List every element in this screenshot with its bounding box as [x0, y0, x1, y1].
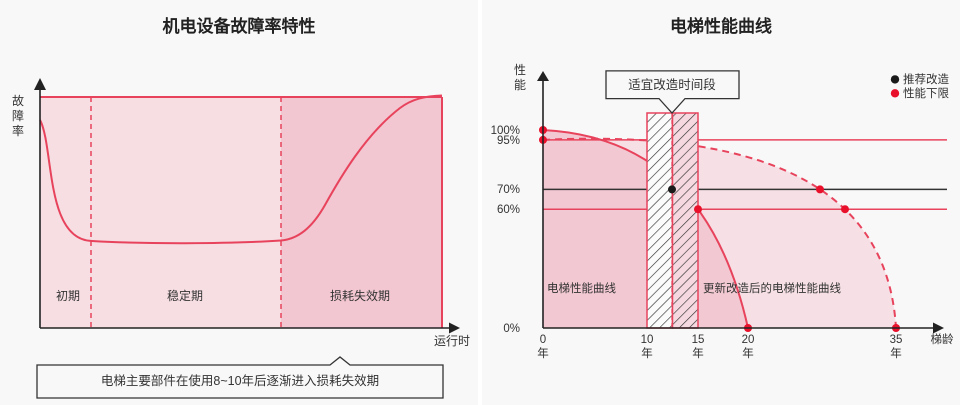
svg-text:0%: 0% — [503, 323, 520, 335]
svg-text:率: 率 — [12, 123, 24, 138]
svg-text:电梯性能曲线: 电梯性能曲线 — [547, 281, 616, 295]
svg-text:年: 年 — [692, 346, 704, 360]
svg-text:70%: 70% — [497, 184, 520, 196]
svg-text:0: 0 — [540, 334, 546, 346]
svg-text:20: 20 — [742, 334, 755, 346]
svg-text:故: 故 — [12, 93, 24, 108]
svg-text:年: 年 — [742, 346, 754, 360]
svg-text:梯龄: 梯龄 — [931, 332, 954, 346]
svg-text:性: 性 — [514, 63, 526, 77]
svg-text:障: 障 — [12, 108, 24, 123]
svg-text:10: 10 — [641, 334, 654, 346]
svg-text:60%: 60% — [497, 204, 520, 216]
svg-text:15: 15 — [692, 334, 705, 346]
svg-text:损耗失效期: 损耗失效期 — [330, 288, 390, 303]
svg-text:95%: 95% — [497, 135, 520, 147]
svg-text:电梯主要部件在使用8~10年后逐渐进入损耗失效期: 电梯主要部件在使用8~10年后逐渐进入损耗失效期 — [101, 373, 379, 388]
svg-text:年: 年 — [537, 346, 549, 360]
svg-text:初期: 初期 — [56, 289, 80, 303]
svg-text:更新改造后的电梯性能曲线: 更新改造后的电梯性能曲线 — [703, 281, 841, 295]
svg-text:年: 年 — [890, 346, 902, 360]
svg-text:性能下限: 性能下限 — [903, 86, 949, 100]
svg-text:运行时: 运行时 — [434, 334, 470, 348]
svg-text:年: 年 — [641, 346, 653, 360]
svg-text:稳定期: 稳定期 — [167, 288, 203, 303]
svg-text:推荐改造: 推荐改造 — [903, 72, 949, 86]
svg-text:适宜改造时间段: 适宜改造时间段 — [628, 77, 716, 92]
svg-text:能: 能 — [514, 78, 526, 92]
svg-text:35: 35 — [890, 334, 903, 346]
